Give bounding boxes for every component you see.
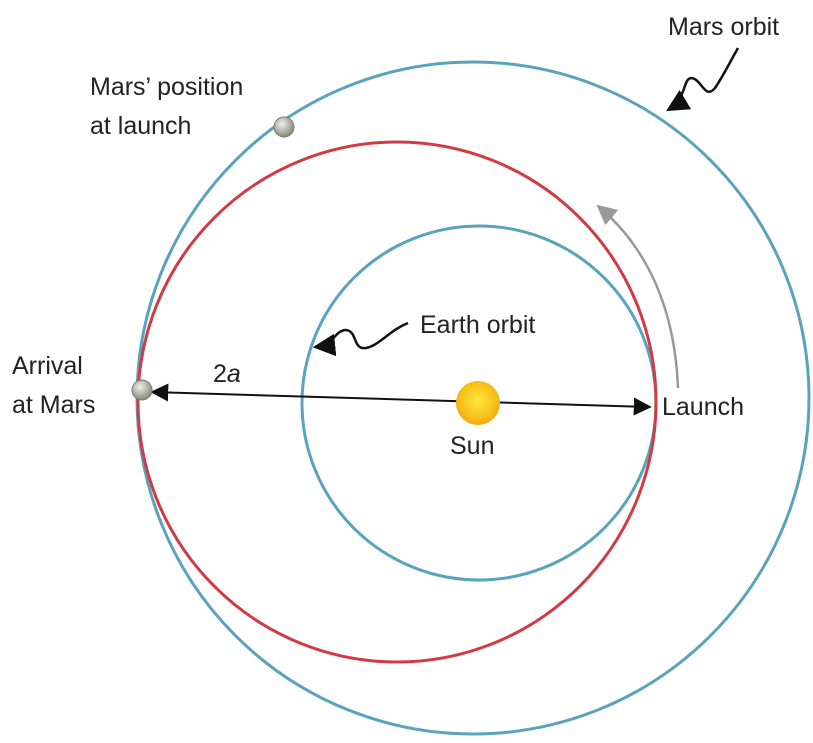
sun-label: Sun [450,432,494,460]
mars-position-label: at launch [90,112,191,140]
mars-at-arrival [131,379,153,401]
earth-orbit-pointer [312,321,409,357]
earth-orbit-label: Earth orbit [420,311,535,339]
major-axis-arrow [150,383,652,416]
distance-number: 2 [213,360,227,388]
distance-variable: a [227,360,241,388]
transfer-orbit [136,140,658,664]
mars-position-label: Mars’ position [90,73,243,101]
arrival-label: Arrival [12,352,83,380]
launch-label: Launch [662,393,744,421]
arrival-label: at Mars [12,391,95,419]
distance-label: 2a [213,360,241,388]
mars-at-launch [273,116,295,138]
mars-orbit-label: Mars orbit [668,13,779,41]
sun [456,381,500,425]
direction-arrow [596,204,680,389]
mars-orbit-pointer [666,47,740,112]
